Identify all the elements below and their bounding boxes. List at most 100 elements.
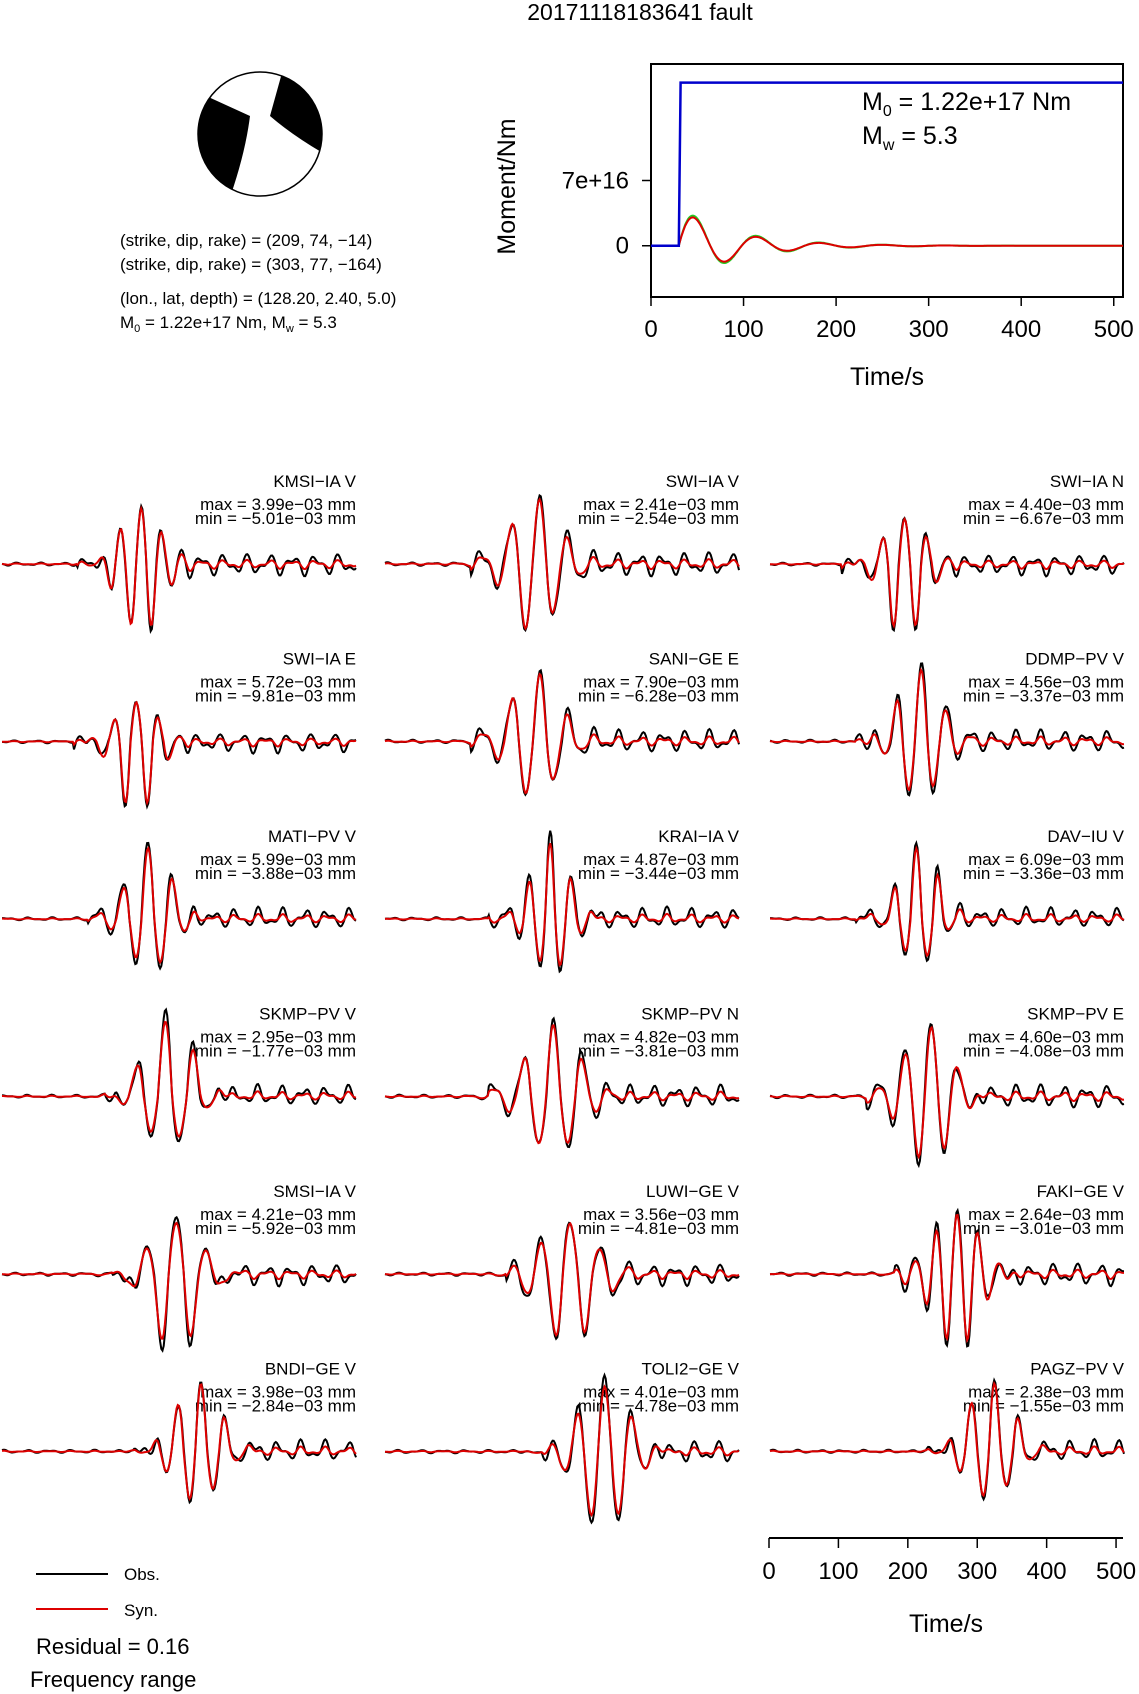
trace-min-label: min = −3.36e−03 mm: [963, 864, 1124, 883]
cumulative-moment-line: [651, 81, 1123, 247]
trace-station-label: KMSI−IA V: [273, 472, 356, 491]
trace-min-label: min = −5.92e−03 mm: [195, 1219, 356, 1238]
synthetic-trace: [384, 1024, 740, 1145]
trace-min-label: min = −5.01e−03 mm: [195, 509, 356, 528]
synthetic-trace: [384, 497, 740, 631]
moment-annotation-m0: M0 = 1.22e+17 Nm: [862, 88, 1071, 120]
waveform-xtick-label-2: 200: [888, 1558, 928, 1585]
trace-station-label: SKMP−PV E: [1027, 1005, 1124, 1024]
synthetic-trace: [1, 505, 357, 626]
trace-min-label: min = −1.55e−03 mm: [963, 1397, 1124, 1416]
trace-max-label: max = 4.21e−03 mm: [200, 1205, 356, 1224]
synthetic-trace: [384, 672, 740, 795]
moment-ylabel: Moment/Nm: [493, 118, 521, 254]
synthetic-trace: [770, 1213, 1124, 1344]
synthetic-trace: [769, 1380, 1125, 1498]
moment-ytick-label-0: 0: [616, 233, 629, 260]
waveform-xtick-label-1: 100: [818, 1558, 858, 1585]
moment-rate-green: [651, 214, 1123, 264]
synthetic-trace: [384, 842, 740, 967]
moment-xtick-label-4: 400: [1001, 316, 1041, 343]
moment-xlabel: Time/s: [850, 363, 924, 391]
figure-title: 20171118183641 fault: [527, 0, 753, 25]
moment-text-post: = 5.3: [294, 313, 337, 332]
trace-max-label: max = 2.95e−03 mm: [200, 1028, 356, 1047]
legend-syn-label: Syn.: [124, 1601, 158, 1620]
synthetic-trace: [384, 1222, 740, 1338]
trace-min-label: min = −4.08e−03 mm: [963, 1042, 1124, 1061]
trace-min-label: min = −3.81e−03 mm: [578, 1042, 739, 1061]
moment-text: M0 = 1.22e+17 Nm, Mw = 5.3: [120, 313, 337, 335]
trace-station-label: SKMP−PV V: [259, 1005, 357, 1024]
trace-max-label: max = 4.40e−03 mm: [968, 495, 1124, 514]
trace-min-label: min = −3.01e−03 mm: [963, 1219, 1124, 1238]
frequency-range-text: Frequency range: [30, 1667, 196, 1692]
moment-rate-red: [651, 216, 1123, 263]
moment-xtick-label-5: 500: [1094, 316, 1134, 343]
trace-min-label: min = −9.81e−03 mm: [195, 687, 356, 706]
observed-trace: [769, 516, 1125, 633]
trace-min-label: min = −2.84e−03 mm: [195, 1397, 356, 1416]
nodal-plane-1-text: (strike, dip, rake) = (209, 74, −14): [120, 231, 372, 250]
residual-text: Residual = 0.16: [36, 1634, 190, 1659]
waveform-xlabel: Time/s: [909, 1610, 983, 1638]
trace-max-label: max = 2.64e−03 mm: [968, 1205, 1124, 1224]
trace-station-label: BNDI−GE V: [265, 1360, 357, 1379]
trace-max-label: max = 7.90e−03 mm: [583, 673, 739, 692]
trace-station-label: SANI−GE E: [649, 650, 739, 669]
moment-text-mid: = 1.22e+17 Nm, M: [140, 313, 286, 332]
synthetic-trace: [385, 1384, 740, 1518]
trace-station-label: DDMP−PV V: [1025, 650, 1124, 669]
moment-text-subw: w: [285, 323, 294, 335]
moment-xtick-label-1: 100: [724, 316, 764, 343]
synthetic-trace: [2, 845, 357, 965]
trace-max-label: max = 4.56e−03 mm: [968, 673, 1124, 692]
observed-trace: [2, 701, 357, 810]
waveform-xtick-label-4: 400: [1027, 1558, 1067, 1585]
synthetic-trace: [770, 845, 1125, 958]
trace-station-label: SWI−IA E: [283, 650, 356, 669]
synthetic-trace: [1, 1383, 357, 1501]
trace-min-label: min = −1.77e−03 mm: [195, 1042, 356, 1061]
synthetic-trace: [2, 700, 357, 806]
trace-min-label: min = −4.78e−03 mm: [578, 1397, 739, 1416]
trace-max-label: max = 3.98e−03 mm: [200, 1383, 356, 1402]
trace-max-label: max = 3.99e−03 mm: [200, 495, 356, 514]
trace-station-label: MATI−PV V: [268, 827, 357, 846]
waveform-xtick-label-3: 300: [957, 1558, 997, 1585]
trace-max-label: max = 5.72e−03 mm: [200, 673, 356, 692]
trace-max-label: max = 2.41e−03 mm: [583, 495, 739, 514]
trace-max-label: max = 4.82e−03 mm: [583, 1028, 739, 1047]
synthetic-trace: [2, 1020, 357, 1138]
focal-mechanism-beachball: [197, 71, 323, 197]
trace-max-label: max = 2.38e−03 mm: [968, 1383, 1124, 1402]
trace-station-label: SWI−IA V: [666, 472, 740, 491]
moment-xtick-label-2: 200: [816, 316, 856, 343]
trace-station-label: LUWI−GE V: [646, 1182, 740, 1201]
trace-min-label: min = −3.88e−03 mm: [195, 864, 356, 883]
trace-min-label: min = −4.81e−03 mm: [578, 1219, 739, 1238]
trace-max-label: max = 4.87e−03 mm: [583, 850, 739, 869]
legend: Obs. Syn. Residual = 0.16 Frequency rang…: [30, 1565, 196, 1692]
trace-station-label: SWI−IA N: [1050, 472, 1124, 491]
beachball-outline: [197, 71, 323, 197]
trace-min-label: min = −6.28e−03 mm: [578, 687, 739, 706]
trace-max-label: max = 6.09e−03 mm: [968, 850, 1124, 869]
synthetic-trace: [769, 1025, 1125, 1160]
moment-xtick-label-3: 300: [909, 316, 949, 343]
waveform-xtick-label-0: 0: [762, 1558, 775, 1585]
trace-station-label: KRAI−IA V: [658, 827, 739, 846]
location-text: (lon., lat, depth) = (128.20, 2.40, 5.0): [120, 289, 396, 308]
moment-ytick-label-1: 7e+16: [562, 168, 629, 195]
